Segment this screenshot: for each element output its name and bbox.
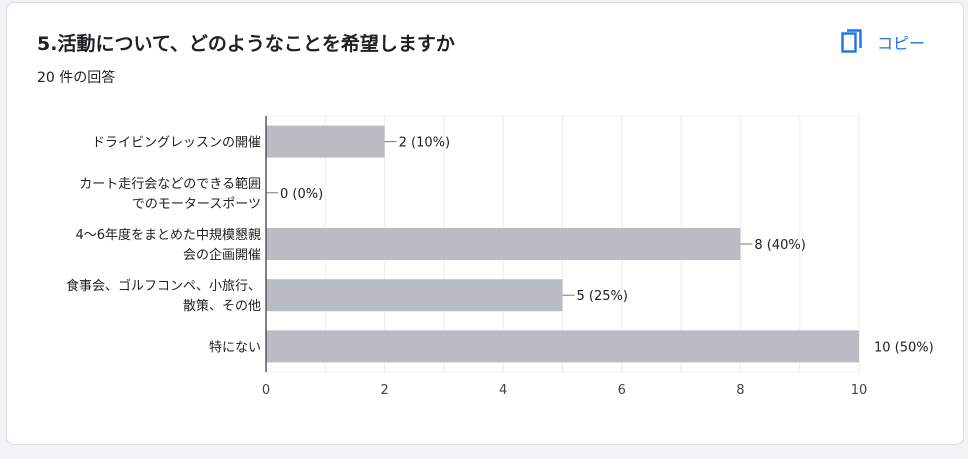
data-label: 0 (0%) — [280, 187, 323, 202]
category-label: 特にない — [209, 340, 261, 355]
bar — [266, 125, 385, 158]
copy-label: コピー — [877, 34, 926, 53]
data-label: 8 (40%) — [754, 238, 805, 253]
category-label: 会の企画開催 — [183, 247, 261, 263]
data-label: 2 (10%) — [399, 136, 450, 151]
copy-icon — [841, 29, 862, 53]
x-tick-label: 6 — [618, 383, 626, 398]
x-tick-label: 4 — [499, 383, 507, 398]
data-label: 5 (25%) — [577, 289, 628, 304]
question-title: 5.活動について、どのようなことを希望しますか — [37, 33, 455, 55]
data-label: 10 (50%) — [874, 340, 934, 355]
category-label: カート走行会などのできる範囲 — [79, 177, 261, 192]
bar — [266, 228, 741, 260]
category-label: 4〜6年度をまとめた中規模懇親 — [75, 227, 261, 243]
category-label: 散策、その他 — [183, 298, 261, 314]
bar — [266, 330, 859, 363]
x-tick-label: 2 — [380, 383, 388, 398]
x-tick-label: 8 — [736, 383, 744, 398]
x-tick-label: 10 — [851, 383, 868, 398]
response-count: 20 件の回答 — [37, 70, 116, 86]
x-tick-label: 0 — [262, 383, 270, 398]
category-label: 食事会、ゴルフコンペ、小旅行、 — [66, 278, 261, 294]
question-card: 5.活動について、どのようなことを希望しますか 20 件の回答 コピー — [6, 2, 964, 445]
category-label: でのモータースポーツ — [132, 197, 261, 212]
bar — [266, 279, 563, 312]
category-label: ドライビングレッスンの開催 — [92, 136, 261, 151]
copy-button[interactable]: コピー — [841, 27, 925, 57]
